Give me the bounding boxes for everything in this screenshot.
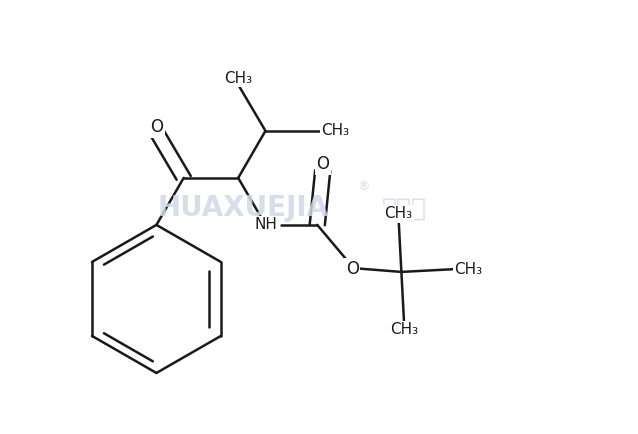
Text: ®: ® (357, 181, 369, 194)
Text: CH₃: CH₃ (385, 207, 413, 221)
Text: 化学加: 化学加 (382, 197, 427, 220)
Text: O: O (316, 155, 329, 173)
Text: O: O (346, 260, 359, 278)
Text: CH₃: CH₃ (390, 322, 418, 337)
Text: O: O (150, 118, 163, 136)
Text: CH₃: CH₃ (454, 262, 482, 277)
Text: HUAXUEJIA: HUAXUEJIA (158, 194, 329, 223)
Text: CH₃: CH₃ (322, 123, 350, 138)
Text: NH: NH (254, 217, 277, 232)
Text: CH₃: CH₃ (224, 71, 252, 86)
